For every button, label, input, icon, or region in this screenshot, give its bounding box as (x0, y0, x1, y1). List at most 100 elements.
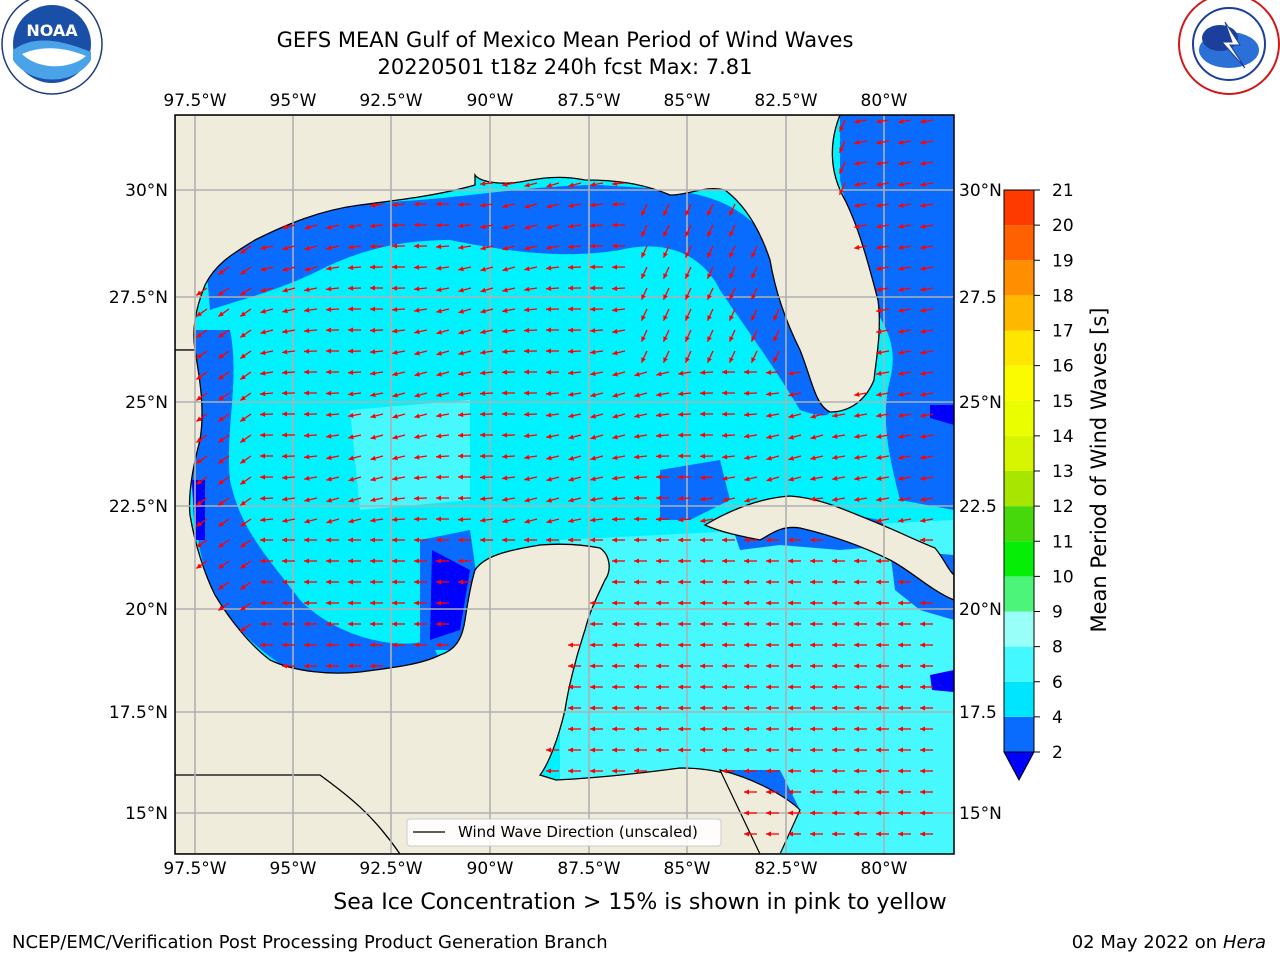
wind-wave-arrowhead (370, 455, 376, 461)
wind-wave-arrowhead (568, 537, 573, 543)
wind-wave-arrowhead (524, 537, 529, 543)
wind-wave-arrowhead (766, 476, 772, 482)
wind-wave-arrowhead (348, 306, 354, 312)
wind-wave-arrowhead (700, 518, 706, 523)
wind-wave-arrowhead (685, 315, 690, 321)
wind-wave-arrowhead (326, 537, 331, 543)
wind-wave-arrowhead (326, 348, 332, 354)
wind-wave-arrowhead (590, 663, 595, 669)
wind-wave-arrowhead (920, 454, 926, 460)
wind-wave-arrowhead (678, 747, 683, 753)
wind-wave-arrowhead (920, 244, 926, 250)
wind-wave-arrowhead (260, 621, 265, 627)
map-area (175, 115, 954, 854)
wind-wave-arrowhead (480, 224, 486, 230)
lat-label: 25°N (125, 393, 168, 413)
wind-wave-arrowhead (568, 705, 573, 711)
wind-wave-arrowhead (832, 810, 837, 816)
wind-wave-arrowhead (722, 621, 727, 627)
wind-wave-arrowhead (282, 600, 287, 606)
wind-wave-arrowhead (707, 210, 712, 216)
wind-wave-arrowhead (304, 600, 309, 606)
wind-wave-arrowhead (370, 327, 376, 333)
wind-wave-arrowhead (854, 621, 859, 627)
wind-wave-arrowhead (196, 353, 202, 359)
wind-wave-arrowhead (788, 789, 793, 795)
wind-wave-arrowhead (458, 516, 464, 522)
wind-wave-arrowhead (920, 747, 925, 753)
wind-wave-arrowhead (546, 497, 552, 503)
wind-wave-arrowhead (854, 139, 860, 145)
wind-wave-arrowhead (722, 558, 727, 564)
wind-wave-arrowhead (810, 621, 815, 627)
wind-wave-arrowhead (678, 411, 684, 417)
wind-wave-arrowhead (260, 266, 266, 272)
wind-wave-arrowhead (656, 392, 662, 397)
wind-wave-arrowhead (656, 747, 661, 753)
wind-wave-arrowhead (304, 642, 309, 648)
wind-wave-arrowhead (260, 579, 265, 585)
wind-wave-arrowhead (685, 336, 690, 342)
wind-wave-arrowhead (414, 621, 419, 627)
wind-wave-arrowhead (370, 349, 376, 355)
wind-wave-arrowhead (707, 315, 712, 321)
wind-wave-arrowhead (502, 475, 508, 481)
lat-labels-right: 30°N 27.5 25°N 22.5 20°N 17.5 15°N (959, 181, 1002, 824)
coastal-band-yucatan (660, 460, 730, 520)
wind-wave-arrowhead (370, 663, 375, 669)
wind-wave-arrowhead (854, 831, 859, 837)
wind-wave-arrowhead (458, 537, 463, 543)
wind-wave-arrowhead (568, 684, 573, 690)
wind-wave-arrowhead (810, 810, 815, 816)
wind-wave-arrowhead (282, 496, 288, 502)
wind-wave-arrowhead (458, 474, 464, 480)
wind-wave-arrowhead (590, 181, 596, 187)
wind-wave-arrowhead (590, 349, 596, 355)
wind-wave-arrowhead (546, 265, 552, 271)
wind-wave-arrowhead (326, 224, 332, 230)
wind-wave-arrowhead (634, 516, 640, 522)
wind-wave-arrowhead (854, 181, 860, 187)
wind-wave-arrows (195, 118, 934, 837)
wind-wave-arrowhead (458, 201, 464, 207)
wind-wave-arrowhead (282, 518, 288, 523)
wind-wave-arrowhead (524, 224, 530, 230)
wind-wave-arrowhead (370, 413, 376, 419)
wind-wave-arrowhead (766, 455, 772, 461)
wind-wave-arrowhead (502, 266, 508, 272)
wind-wave-arrowhead (751, 252, 756, 258)
wind-wave-arrowhead (656, 663, 661, 669)
wind-wave-arrowhead (876, 433, 882, 439)
wind-wave-arrowhead (568, 203, 574, 209)
wind-wave-arrowhead (546, 369, 552, 375)
lon-label: 97.5°W (163, 859, 226, 879)
wind-wave-arrowhead (656, 621, 661, 627)
wind-wave-arrowhead (920, 412, 926, 418)
wind-wave-arrowhead (744, 455, 750, 461)
wind-wave-arrowhead (568, 768, 573, 774)
wind-wave-arrowhead (744, 558, 749, 564)
wind-wave-arrowhead (260, 245, 266, 251)
wind-wave-arrowhead (656, 412, 662, 418)
wind-wave-arrowhead (612, 600, 617, 606)
wind-wave-arrowhead (546, 348, 552, 354)
colorbar-segment (1004, 330, 1034, 366)
wind-wave-arrowhead (348, 476, 354, 482)
wind-wave-arrowhead (876, 349, 882, 355)
wind-wave-arrowhead (282, 475, 288, 481)
wind-wave-arrowhead (590, 496, 596, 502)
wind-wave-arrowhead (240, 479, 246, 485)
wind-wave-arrowhead (304, 328, 310, 334)
colorbar-under-extension (1003, 751, 1035, 782)
wind-wave-arrowhead (240, 353, 246, 359)
wind-wave-arrowhead (502, 181, 508, 187)
wind-wave-arrowhead (348, 621, 353, 627)
wind-wave-arrowhead (766, 726, 771, 732)
wind-wave-arrowhead (656, 558, 661, 564)
wind-wave-arrowhead (920, 349, 926, 355)
wind-wave-arrowhead (788, 663, 793, 669)
wind-wave-arrowhead (876, 307, 882, 313)
wind-wave-arrowhead (240, 248, 246, 254)
wind-wave-arrowhead (304, 475, 310, 481)
wind-wave-arrowhead (370, 306, 376, 312)
